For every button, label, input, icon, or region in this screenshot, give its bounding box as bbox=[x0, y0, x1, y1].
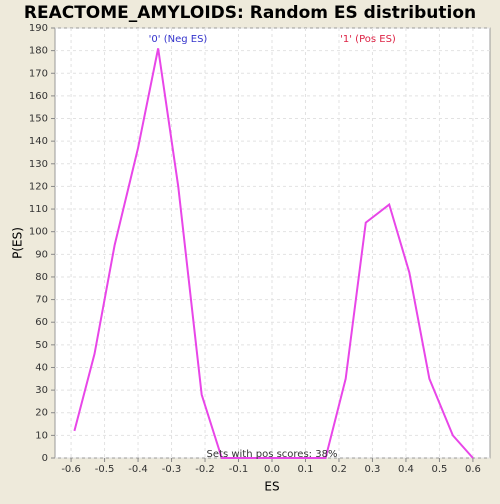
y-tick-label: 100 bbox=[29, 227, 48, 238]
x-tick-label: -0.6 bbox=[61, 464, 81, 475]
y-tick-label: 50 bbox=[35, 340, 48, 351]
x-tick-label: 0.0 bbox=[264, 464, 280, 475]
x-tick-label: 0.5 bbox=[431, 464, 447, 475]
y-axis-label: P(ES) bbox=[11, 227, 25, 259]
y-tick-label: 110 bbox=[29, 204, 48, 215]
x-tick-label: -0.5 bbox=[95, 464, 115, 475]
y-tick-label: 190 bbox=[29, 23, 48, 34]
y-tick-label: 80 bbox=[35, 272, 48, 283]
y-tick-label: 40 bbox=[35, 362, 48, 373]
x-tick-label: 0.3 bbox=[365, 464, 381, 475]
y-tick-label: 0 bbox=[42, 453, 48, 464]
annotation: '1' (Pos ES) bbox=[340, 34, 396, 45]
x-axis-label: ES bbox=[264, 480, 279, 494]
y-tick-label: 90 bbox=[35, 249, 48, 260]
annotation: '0' (Neg ES) bbox=[149, 34, 208, 45]
x-tick-label: -0.4 bbox=[128, 464, 148, 475]
x-tick-label: 0.1 bbox=[298, 464, 314, 475]
y-tick-label: 180 bbox=[29, 46, 48, 57]
y-tick-label: 70 bbox=[35, 295, 48, 306]
y-tick-label: 20 bbox=[35, 408, 48, 419]
line bbox=[73, 48, 474, 459]
x-tick-label: 0.6 bbox=[465, 464, 481, 475]
y-tick-label: 130 bbox=[29, 159, 48, 170]
y-tick-label: 30 bbox=[35, 385, 48, 396]
x-tick-label: -0.3 bbox=[162, 464, 182, 475]
y-tick-label: 60 bbox=[35, 317, 48, 328]
x-tick-label: -0.2 bbox=[195, 464, 215, 475]
y-tick-label: 150 bbox=[29, 114, 48, 125]
y-tick-label: 160 bbox=[29, 91, 48, 102]
annotation: Sets with pos scores: 38% bbox=[207, 449, 338, 460]
x-tick-label: 0.2 bbox=[331, 464, 347, 475]
y-tick-label: 140 bbox=[29, 136, 48, 147]
y-tick-label: 10 bbox=[35, 430, 48, 441]
y-tick-label: 170 bbox=[29, 68, 48, 79]
y-tick-label: 120 bbox=[29, 181, 48, 192]
chart-title: REACTOME_AMYLOIDS: Random ES distributio… bbox=[24, 3, 476, 23]
x-tick-label: 0.4 bbox=[398, 464, 414, 475]
plot-area bbox=[54, 27, 491, 459]
x-tick-label: -0.1 bbox=[229, 464, 249, 475]
